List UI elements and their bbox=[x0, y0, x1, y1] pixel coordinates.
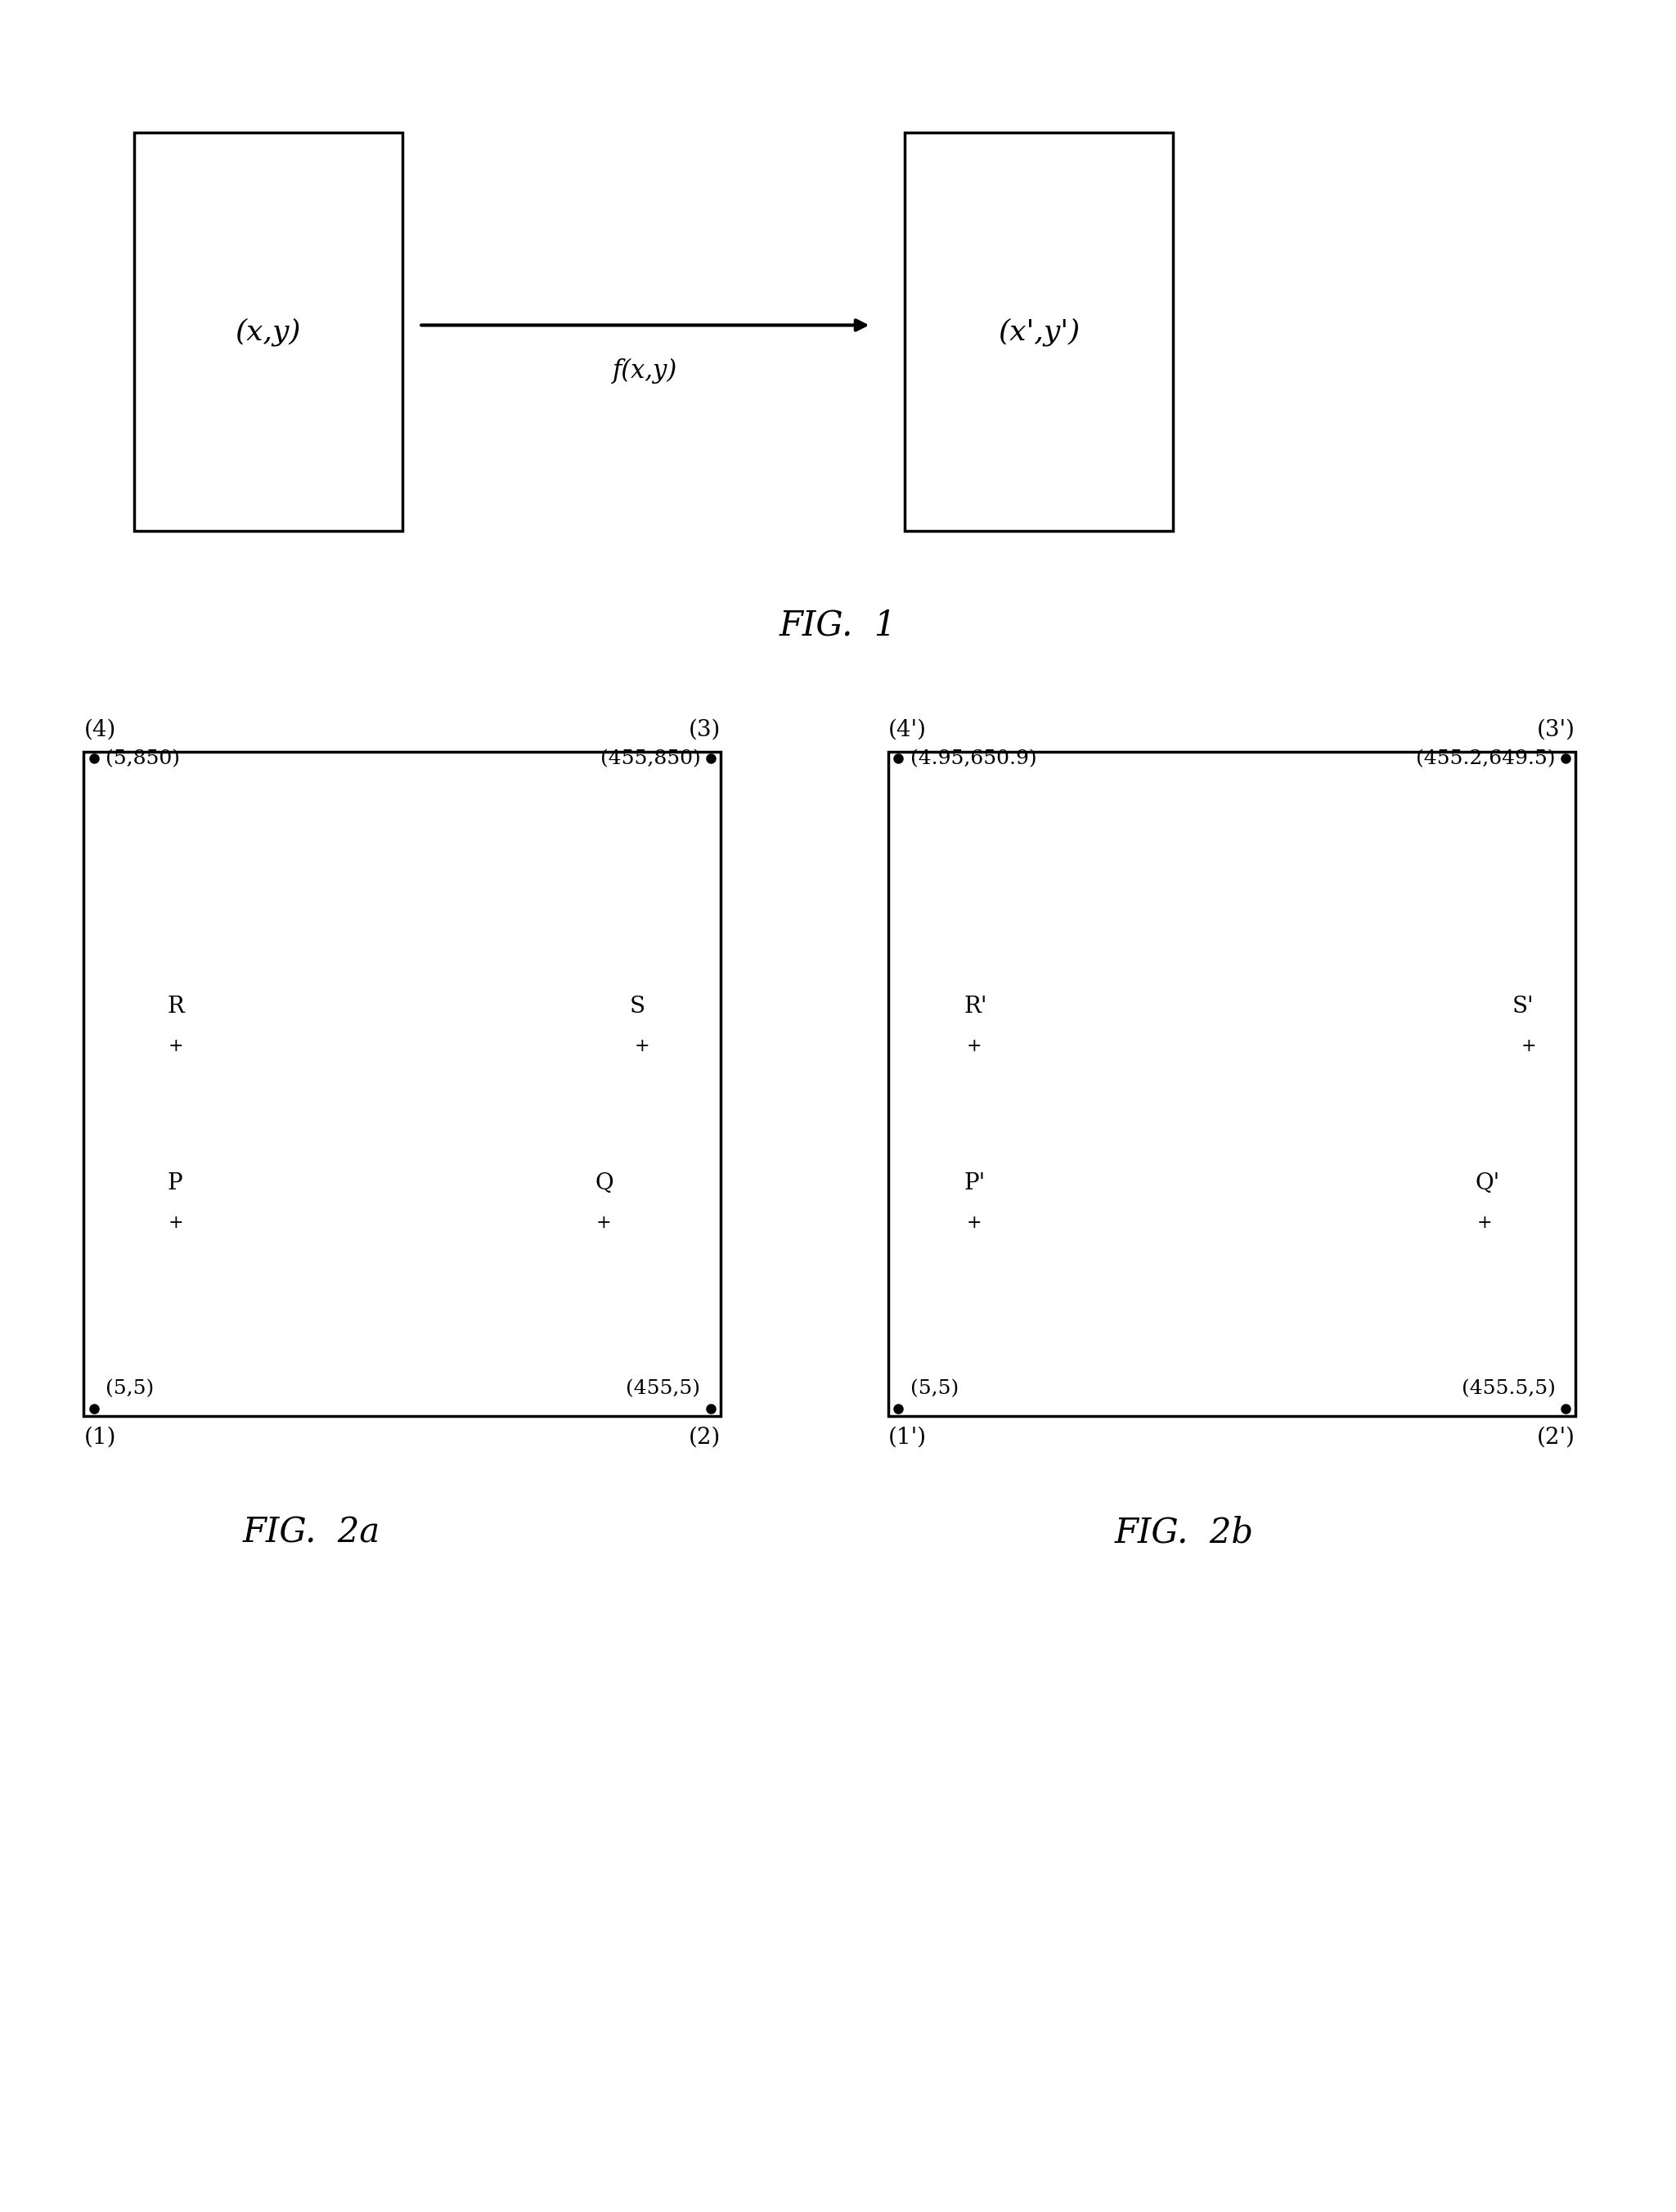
Text: (3): (3) bbox=[689, 719, 721, 741]
Text: Q: Q bbox=[595, 1172, 613, 1194]
Text: (455,850): (455,850) bbox=[600, 750, 701, 768]
Text: +: + bbox=[168, 1214, 184, 1232]
Text: FIG.  1: FIG. 1 bbox=[779, 608, 897, 644]
Text: S: S bbox=[630, 995, 645, 1018]
Text: +: + bbox=[168, 1037, 184, 1055]
Text: S': S' bbox=[1512, 995, 1534, 1018]
Text: (5,5): (5,5) bbox=[910, 1378, 959, 1398]
Text: (2'): (2') bbox=[1537, 1427, 1575, 1449]
Text: R': R' bbox=[964, 995, 987, 1018]
Text: (5,850): (5,850) bbox=[106, 750, 179, 768]
Text: +: + bbox=[965, 1037, 982, 1055]
Bar bbox=[888, 752, 1575, 1416]
Bar bbox=[134, 133, 402, 531]
Text: f(x,y): f(x,y) bbox=[613, 358, 677, 385]
Text: P: P bbox=[168, 1172, 183, 1194]
Text: FIG.  2a: FIG. 2a bbox=[243, 1515, 380, 1551]
Bar bbox=[905, 133, 1173, 531]
Text: (x',y'): (x',y') bbox=[999, 319, 1079, 345]
Text: +: + bbox=[1520, 1037, 1537, 1055]
Bar bbox=[84, 752, 721, 1416]
Text: (455,5): (455,5) bbox=[627, 1378, 701, 1398]
Text: (2): (2) bbox=[689, 1427, 721, 1449]
Text: (x,y): (x,y) bbox=[235, 319, 302, 345]
Text: (1'): (1') bbox=[888, 1427, 927, 1449]
Text: +: + bbox=[634, 1037, 650, 1055]
Text: FIG.  2b: FIG. 2b bbox=[1115, 1515, 1254, 1551]
Text: Q': Q' bbox=[1475, 1172, 1500, 1194]
Text: P': P' bbox=[964, 1172, 985, 1194]
Text: (4.95,650.9): (4.95,650.9) bbox=[910, 750, 1036, 768]
Text: R: R bbox=[168, 995, 184, 1018]
Text: (3'): (3') bbox=[1537, 719, 1575, 741]
Text: +: + bbox=[965, 1214, 982, 1232]
Text: (5,5): (5,5) bbox=[106, 1378, 154, 1398]
Text: (4): (4) bbox=[84, 719, 116, 741]
Text: +: + bbox=[1477, 1214, 1493, 1232]
Text: (1): (1) bbox=[84, 1427, 116, 1449]
Text: (455.5,5): (455.5,5) bbox=[1461, 1378, 1555, 1398]
Text: (4'): (4') bbox=[888, 719, 927, 741]
Text: +: + bbox=[595, 1214, 612, 1232]
Text: (455.2,649.5): (455.2,649.5) bbox=[1416, 750, 1555, 768]
